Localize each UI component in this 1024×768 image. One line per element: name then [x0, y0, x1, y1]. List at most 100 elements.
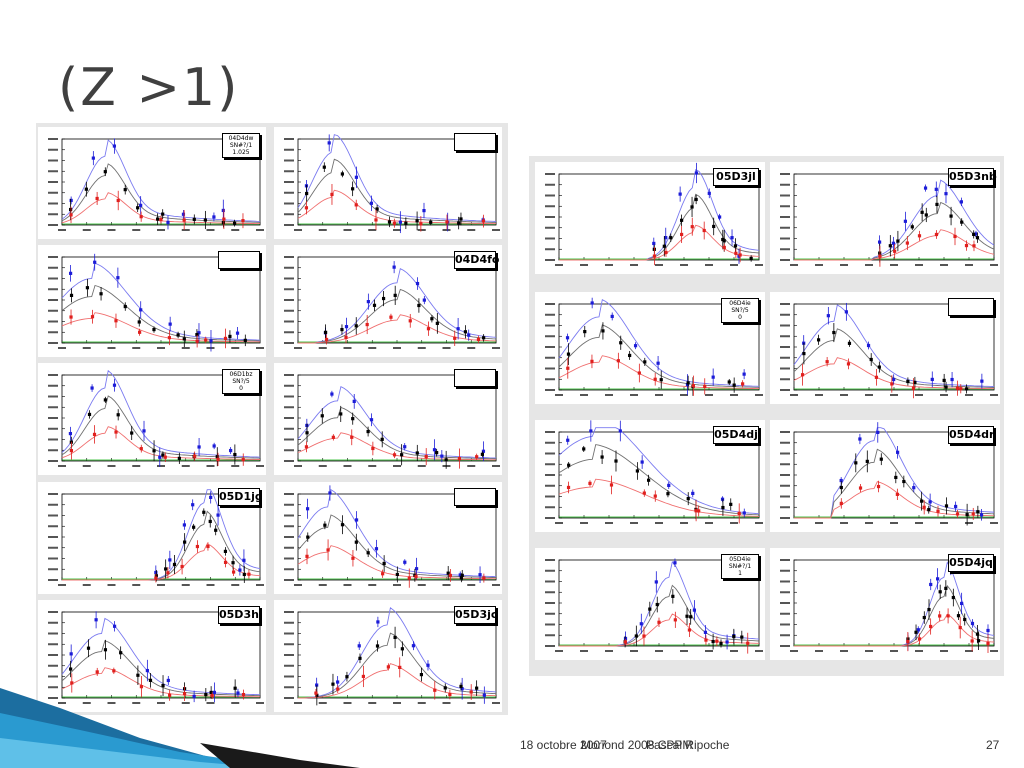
- black-band-point: [655, 602, 659, 607]
- blue-band-point: [212, 215, 216, 219]
- blue-band-point: [69, 198, 73, 203]
- black-band-point: [323, 523, 327, 527]
- y-tick-label: [545, 389, 555, 391]
- black-band-point: [103, 170, 107, 174]
- blue-band-point: [192, 694, 196, 698]
- black-band-point: [719, 641, 723, 646]
- x-tick-label: [132, 347, 141, 349]
- x-tick-label: [231, 229, 240, 231]
- x-tick-label: [755, 394, 763, 396]
- red-band-point: [166, 571, 170, 575]
- red-band-curve: [297, 432, 496, 461]
- black-band-point: [614, 459, 618, 463]
- black-band-point: [195, 333, 199, 337]
- y-tick-label: [48, 427, 58, 430]
- blue-band-point: [711, 375, 715, 379]
- x-tick-label: [231, 702, 240, 704]
- plot-frame: [297, 138, 497, 226]
- red-band-point: [241, 692, 246, 697]
- red-band-point: [139, 215, 143, 219]
- black-band-point: [816, 338, 821, 342]
- y-tick-label: [545, 183, 555, 186]
- red-band-point: [911, 386, 916, 390]
- blue-band-point: [68, 271, 73, 275]
- blue-band-point: [392, 265, 396, 269]
- y-tick-label: [780, 313, 790, 316]
- black-band-point: [964, 387, 969, 391]
- red-band-point: [116, 198, 120, 203]
- x-tick-label: [107, 584, 116, 586]
- x-tick-label: [107, 702, 116, 704]
- black-band-point: [944, 586, 948, 590]
- black-band-point: [944, 504, 949, 508]
- x-tick-label: [417, 465, 426, 467]
- x-tick-label: [940, 264, 948, 266]
- black-band-point: [865, 459, 869, 463]
- black-band-point: [902, 479, 906, 484]
- x-tick-label: [368, 465, 377, 467]
- x-tick-label: [580, 394, 588, 396]
- x-tick-label: [206, 584, 215, 586]
- y-tick-label: [780, 506, 790, 509]
- black-band-point: [192, 217, 196, 221]
- black-band-point: [689, 615, 693, 619]
- y-tick-label: [48, 299, 58, 301]
- light-curve-plot: [780, 559, 998, 653]
- red-band-point: [314, 691, 318, 695]
- red-band-point: [424, 455, 428, 459]
- blue-band-point: [928, 500, 932, 504]
- blue-band-point: [912, 486, 916, 490]
- red-band-point: [938, 614, 942, 618]
- black-band-point: [960, 220, 964, 224]
- black-band-point: [161, 453, 165, 457]
- x-tick-label: [865, 264, 873, 266]
- light-curve-plot: [780, 302, 998, 399]
- light-curve-plot: [48, 611, 264, 704]
- y-tick-label: [284, 503, 294, 506]
- x-tick-label: [442, 229, 451, 231]
- blue-band-point: [415, 281, 420, 286]
- black-band-point: [172, 562, 177, 567]
- y-tick-label: [284, 568, 294, 571]
- left-panel-7: 05D1jg: [38, 482, 266, 594]
- y-tick-label: [780, 569, 790, 572]
- red-band-point: [448, 573, 452, 578]
- red-band-point: [955, 512, 960, 516]
- black-band-curve: [297, 158, 496, 223]
- panel-label: 06D1bz SN?/5 0: [222, 369, 260, 394]
- blue-band-point: [229, 448, 233, 453]
- x-tick-label: [157, 347, 165, 349]
- red-band-point: [324, 337, 329, 342]
- x-tick-label: [82, 347, 91, 349]
- y-tick-label: [284, 579, 294, 581]
- blue-band-point: [618, 429, 622, 433]
- x-tick-label: [555, 522, 563, 524]
- blue-band-point: [181, 212, 186, 216]
- plot-frame: [61, 493, 261, 581]
- black-band-point: [103, 398, 107, 402]
- black-band-point: [956, 614, 961, 618]
- blue-band-point: [866, 343, 871, 348]
- y-tick-label: [284, 632, 294, 635]
- x-tick-label: [630, 522, 638, 524]
- x-tick-label: [58, 229, 66, 231]
- blue-band-point: [482, 693, 486, 697]
- red-band-point: [906, 639, 910, 644]
- blue-band-point: [656, 361, 660, 365]
- black-band-point: [393, 293, 397, 297]
- y-tick-label: [48, 632, 58, 635]
- y-tick-label: [48, 191, 58, 194]
- blue-band-point: [330, 392, 334, 396]
- panel-label: [948, 298, 994, 316]
- x-tick-label: [58, 347, 66, 349]
- blue-band-point: [212, 690, 216, 694]
- plot-frame: [297, 374, 497, 462]
- blue-band-curve: [297, 134, 497, 222]
- blue-band-point: [242, 558, 246, 562]
- black-band-point: [233, 686, 237, 690]
- x-tick-label: [256, 465, 264, 467]
- black-band-point: [103, 648, 108, 652]
- y-tick-label: [780, 441, 790, 444]
- red-band-point: [800, 373, 805, 377]
- y-tick-label: [284, 374, 294, 376]
